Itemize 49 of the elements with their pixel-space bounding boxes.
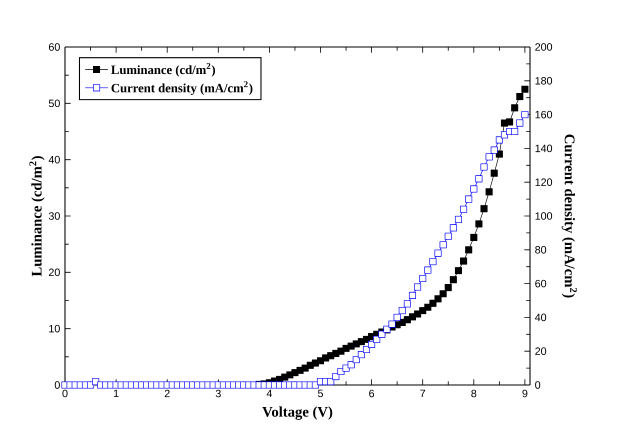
point [506,118,514,126]
x-axis-title: Voltage (V) [262,406,332,420]
y-tick-label: 20 [48,268,60,276]
point [516,93,524,100]
y-tick-label: 10 [49,324,60,332]
y-tick-label: 40 [48,156,60,164]
x-tick-label: 6 [369,390,374,398]
point [454,267,462,274]
x-tick-label: 8 [471,390,476,398]
y-tick-label: 60 [48,43,60,51]
x-tick-label: 1 [114,390,119,398]
y2-tick-label: 60 [535,280,546,288]
x-tick-label: 0 [62,390,68,398]
y2-tick-label: 180 [536,77,552,85]
y2-tick-label: 200 [535,43,552,51]
x-tick-label: 2 [164,390,170,398]
y-tick-label: 30 [48,212,60,220]
x-tick-label: 9 [522,390,528,398]
x-tick-label: 7 [420,390,426,398]
x-tick-label: 3 [216,390,221,398]
y2-tick-label: 100 [536,212,552,220]
point [460,258,468,265]
y2-tick-label: 160 [536,110,552,118]
y2-tick-label: 40 [534,314,546,322]
point [480,205,488,212]
legend-label: Current density (mA/cm$^{2}$) [112,81,252,96]
point [444,284,452,292]
y2-tick-label: 0 [535,381,540,389]
legend-label: Luminance (cd/m$^{2}$) [111,63,216,77]
y2-tick-label: 120 [536,178,552,186]
y2-tick-label: 80 [535,246,546,254]
point [470,234,478,241]
y-tick-label: 0 [54,381,60,389]
point [521,86,528,93]
point [475,220,482,228]
y2-axis-title: Current density (mA/cm$^{2}$) [562,134,577,298]
x-tick-label: 5 [318,390,324,398]
x-tick-label: 4 [266,390,272,398]
y2-tick-label: 140 [536,144,552,152]
y-tick-label: 50 [48,100,60,108]
point [440,290,447,298]
y-axis-title: Luminance (cd/m$^{2}$) [29,156,45,276]
point [486,188,493,196]
point [511,104,518,112]
point [434,295,442,302]
point [450,276,457,284]
y2-tick-label: 20 [535,347,546,355]
point [490,170,498,177]
point [465,246,472,254]
